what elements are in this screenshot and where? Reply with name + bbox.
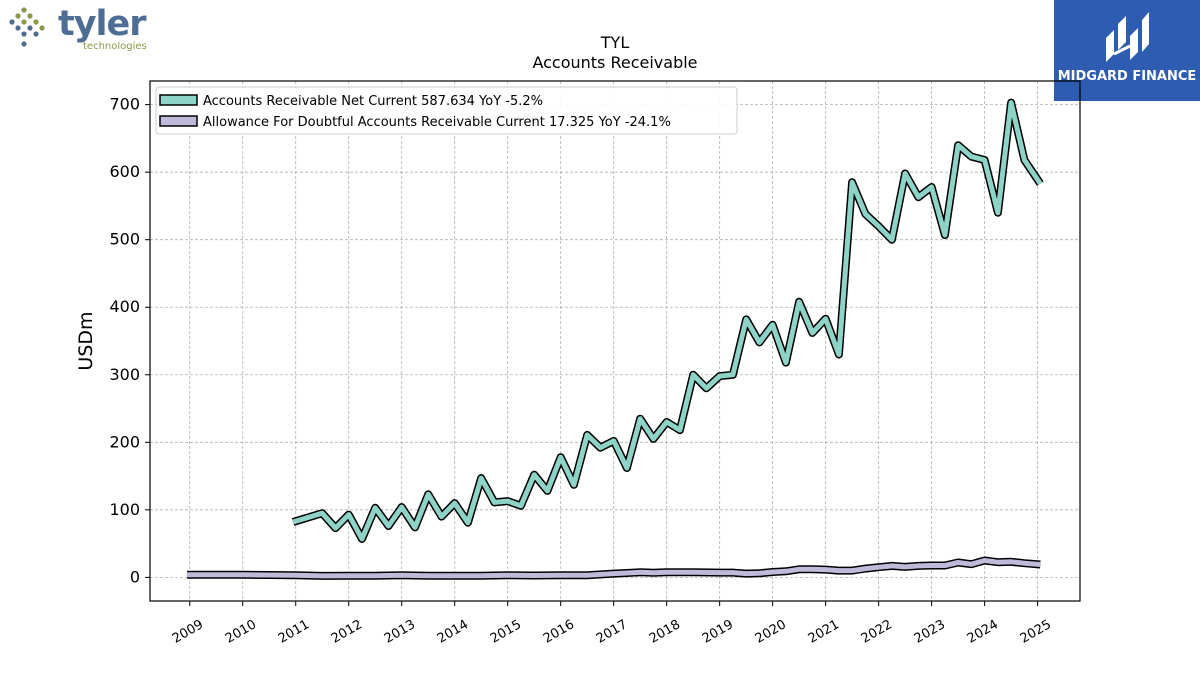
- x-tick-label: 2017: [594, 617, 630, 647]
- x-tick-label: 2014: [435, 617, 471, 647]
- y-tick-label: 200: [109, 432, 140, 451]
- chart-subtitle: Accounts Receivable: [532, 53, 697, 72]
- x-tick-label: 2012: [329, 617, 365, 647]
- x-tick-label: 2025: [1018, 617, 1054, 647]
- tyler-subtitle: technologies: [83, 41, 147, 52]
- y-tick-label: 400: [109, 297, 140, 316]
- series-1-line: [187, 558, 1041, 579]
- x-tick-label: 2020: [753, 617, 789, 647]
- x-tick-label: 2015: [488, 617, 524, 647]
- legend-swatch-0: [159, 94, 198, 106]
- x-axis: 2009 2010 2011 2012 2013 2014 2015 2016 2017 2018…: [170, 601, 1054, 647]
- x-tick-label: 2018: [647, 617, 683, 647]
- legend: Accounts Receivable Net Current 587.634 …: [155, 86, 738, 135]
- x-tick-label: 2010: [223, 617, 259, 647]
- y-tick-label: 700: [109, 95, 140, 114]
- midgard-wordmark: MIDGARD FINANCE: [1058, 69, 1197, 84]
- x-tick-label: 2022: [859, 617, 895, 647]
- x-tick-label: 2023: [912, 617, 948, 647]
- y-tick-label: 100: [109, 500, 140, 519]
- x-tick-label: 2011: [276, 617, 312, 647]
- x-tick-label: 2024: [965, 617, 1001, 647]
- y-axis-label: USDm: [75, 311, 97, 370]
- y-axis: 0 100 200 300 400 500 600 700: [109, 95, 150, 586]
- x-tick-label: 2016: [541, 617, 577, 647]
- x-tick-label: 2021: [806, 617, 842, 647]
- tyler-wordmark: tyler: [58, 4, 147, 44]
- midgard-finance-logo: MIDGARD FINANCE: [1054, 0, 1200, 101]
- x-tick-label: 2019: [700, 617, 736, 647]
- y-tick-label: 600: [109, 162, 140, 181]
- grid-lines: [150, 81, 1080, 601]
- y-tick-label: 300: [109, 365, 140, 384]
- plot-frame: [149, 80, 1081, 602]
- tyler-technologies-logo: tyler technologies: [9, 4, 148, 52]
- x-tick-label: 2009: [170, 617, 206, 647]
- chart-title: TYL: [600, 33, 630, 52]
- y-tick-label: 500: [109, 230, 140, 249]
- legend-swatch-1: [159, 115, 198, 127]
- tyler-dots-icon: [9, 7, 45, 47]
- y-tick-label: 0: [130, 567, 140, 586]
- series-0-line: [292, 100, 1043, 542]
- legend-label-0: Accounts Receivable Net Current 587.634 …: [203, 94, 543, 109]
- series-layer: [187, 98, 1044, 580]
- x-tick-label: 2013: [382, 617, 418, 647]
- legend-box: [155, 86, 738, 135]
- midgard-mark-icon: MIDGARD FINANCE: [1058, 12, 1197, 84]
- legend-label-1: Allowance For Doubtful Accounts Receivab…: [203, 115, 671, 130]
